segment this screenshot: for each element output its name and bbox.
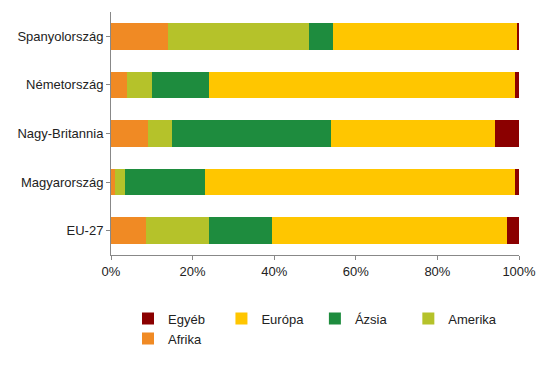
svg-text:Magyarország: Magyarország <box>21 175 103 190</box>
svg-text:Európa: Európa <box>261 312 304 327</box>
svg-text:EU-27: EU-27 <box>67 223 104 238</box>
svg-text:100%: 100% <box>502 264 536 279</box>
svg-text:Nagy-Britannia: Nagy-Britannia <box>17 126 104 141</box>
svg-text:Németország: Németország <box>26 77 103 92</box>
svg-text:Spanyolország: Spanyolország <box>17 29 103 44</box>
svg-text:Afrika: Afrika <box>168 332 202 347</box>
svg-text:Amerika: Amerika <box>448 312 496 327</box>
svg-text:Egyéb: Egyéb <box>168 312 205 327</box>
svg-text:80%: 80% <box>424 264 450 279</box>
svg-text:Ázsia: Ázsia <box>355 312 388 327</box>
svg-text:20%: 20% <box>180 264 206 279</box>
svg-text:60%: 60% <box>343 264 369 279</box>
svg-text:0%: 0% <box>102 264 121 279</box>
svg-text:40%: 40% <box>261 264 287 279</box>
